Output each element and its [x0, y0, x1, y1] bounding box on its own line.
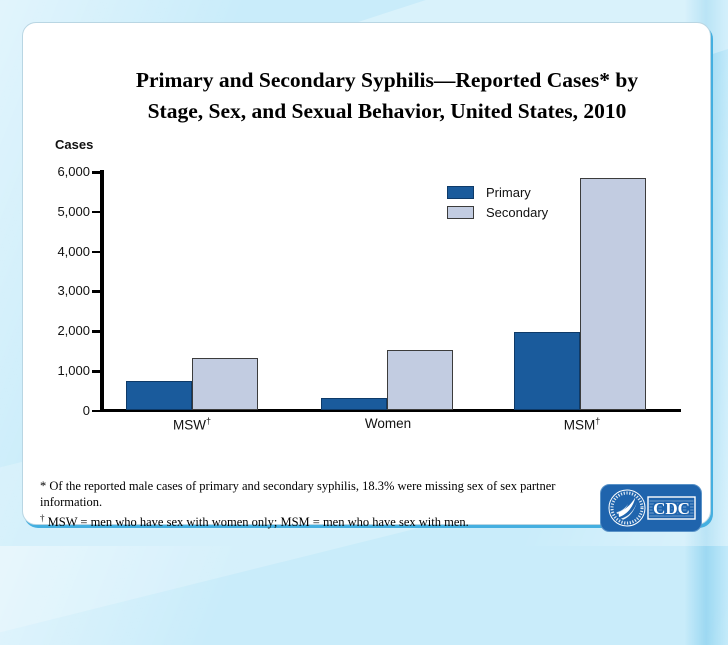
legend-swatch-primary [447, 185, 474, 199]
x-axis-label-msm: MSM† [563, 416, 601, 433]
y-tick-label: 4,000 [57, 243, 90, 259]
legend-swatch-secondary [447, 205, 474, 219]
chart-title-line2: Stage, Sex, and Sexual Behavior, United … [147, 99, 627, 123]
y-tick-label: 1,000 [57, 363, 90, 379]
y-tick-label: 3,000 [57, 283, 90, 299]
chart-title-line1: Primary and Secondary Syphilis—Reported … [135, 68, 639, 92]
legend-item-secondary: Secondary [447, 202, 548, 222]
y-tick-label: 2,000 [57, 323, 90, 339]
footnote-dagger: † MSW = men who have sex with women only… [40, 513, 469, 530]
y-tick-label: 5,000 [57, 203, 90, 219]
bar-primary-msw [126, 381, 192, 410]
hhs-seal-icon [608, 489, 646, 527]
y-tick-label: 6,000 [57, 164, 90, 179]
y-tick-mark [92, 250, 102, 254]
y-tick-mark [92, 290, 102, 293]
y-tick-mark [92, 330, 102, 333]
cdc-hhs-logo: CDC CDC [600, 484, 702, 532]
legend-item-primary: Primary [447, 182, 548, 202]
bar-secondary-msw [192, 358, 258, 410]
y-tick-mark [92, 409, 102, 413]
y-tick-mark [92, 210, 102, 214]
legend-label-primary: Primary [486, 184, 531, 200]
footnotes: * Of the reported male cases of primary … [40, 478, 600, 530]
y-tick-mark [92, 171, 102, 174]
legend: Primary Secondary [447, 182, 548, 222]
y-axis-title: Cases [55, 137, 94, 152]
bar-secondary-msm [580, 178, 646, 410]
y-axis-line [100, 170, 104, 411]
bar-secondary-women [387, 350, 453, 410]
chart-title: Primary and Secondary Syphilis—Reported … [57, 65, 717, 127]
svg-text:CDC: CDC [653, 499, 690, 518]
bar-primary-women [321, 398, 387, 410]
legend-label-secondary: Secondary [486, 204, 549, 220]
y-tick-label: 0 [82, 402, 90, 418]
x-axis-line [100, 409, 681, 412]
svg-text:CDC: CDC [653, 499, 690, 518]
bar-primary-msm [514, 332, 580, 410]
cdc-wordmark: CDC CDC [647, 496, 696, 520]
x-axis-label-women: Women [364, 416, 412, 431]
footnote-asterisk: * Of the reported male cases of primary … [40, 479, 556, 509]
x-axis-label-msw: MSW† [172, 416, 211, 433]
y-tick-mark [92, 370, 102, 373]
